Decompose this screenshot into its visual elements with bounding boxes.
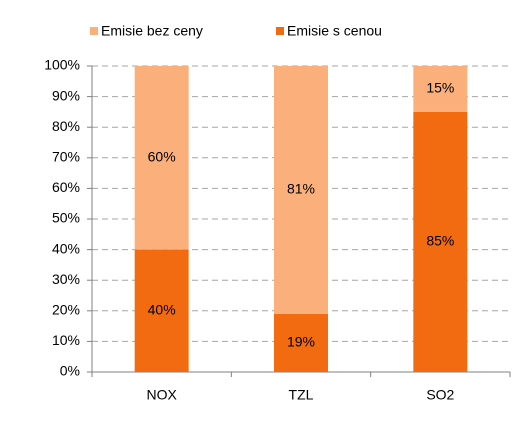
y-tick-label: 30% [52, 271, 80, 287]
value-label: 81% [287, 181, 315, 197]
value-label: 40% [148, 302, 176, 318]
y-tick-label: 70% [52, 149, 80, 165]
y-tick-label: 10% [52, 332, 80, 348]
bar-segment [274, 66, 328, 314]
y-tick-label: 100% [44, 57, 80, 73]
bar-segment [134, 249, 189, 372]
legend-label: Emisie s cenou [287, 23, 382, 39]
x-tick-label: TZL [289, 387, 314, 403]
y-tick-label: 0% [60, 363, 80, 379]
y-tick-label: 80% [52, 118, 80, 134]
bar-segment [274, 313, 328, 372]
value-label: 15% [426, 80, 454, 96]
legend-swatch [90, 27, 98, 35]
x-tick-label: SO2 [426, 387, 454, 403]
y-tick-label: 20% [52, 302, 80, 318]
bar-segment [413, 111, 468, 373]
legend-swatch [276, 27, 284, 35]
bar-segment [134, 66, 189, 250]
y-tick-label: 50% [52, 210, 80, 226]
value-label: 60% [148, 149, 176, 165]
y-tick-label: 90% [52, 87, 80, 103]
value-label: 19% [287, 334, 315, 350]
y-tick-label: 40% [52, 240, 80, 256]
y-tick-label: 60% [52, 179, 80, 195]
bar-segment [413, 66, 468, 112]
legend-label: Emisie bez ceny [101, 23, 203, 39]
value-label: 85% [426, 233, 454, 249]
x-tick-label: NOX [146, 387, 177, 403]
